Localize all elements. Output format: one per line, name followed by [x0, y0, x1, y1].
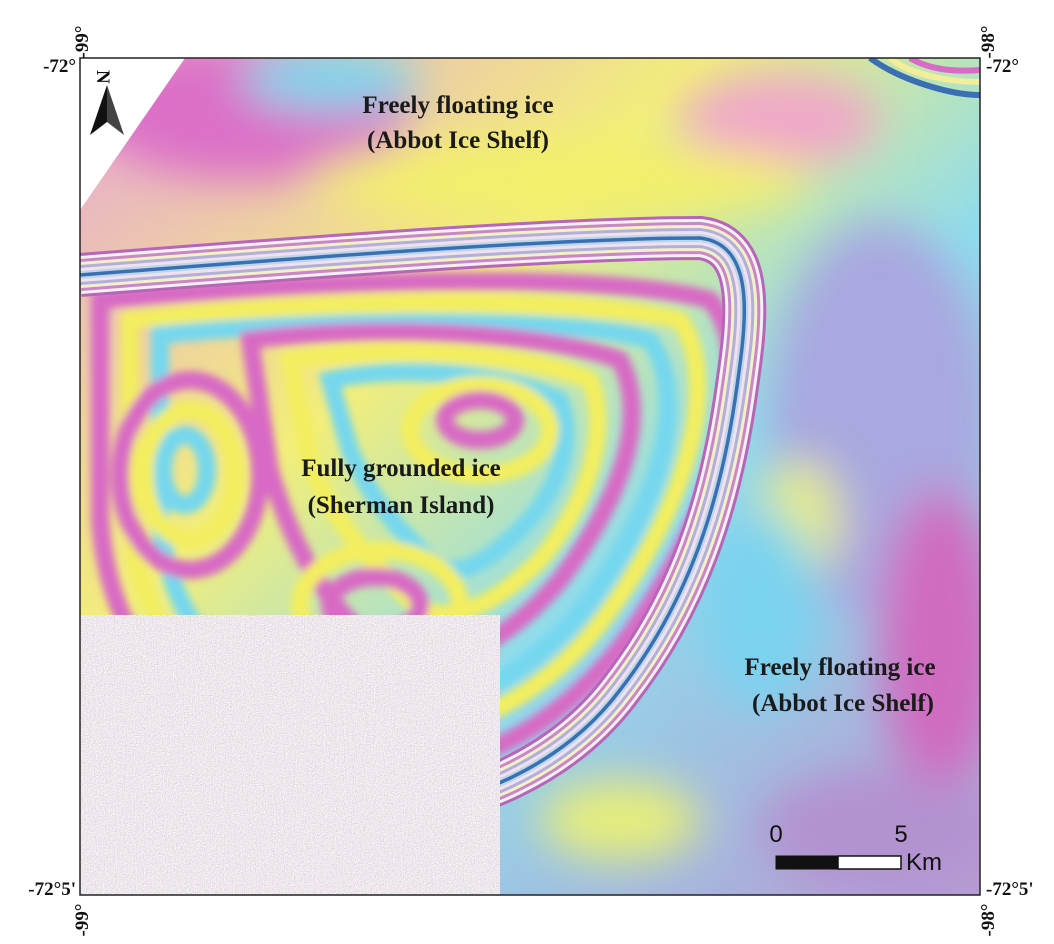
map-figure: N -99° -98° -99° -98° -72° -72° -72°5' -…: [0, 0, 1054, 944]
lon-label: -99°: [72, 26, 93, 59]
lat-label: -72°: [986, 56, 1019, 77]
annotation: (Sherman Island): [308, 492, 495, 519]
lat-label: -72°5': [28, 879, 76, 900]
scale-unit: Km: [906, 849, 942, 876]
scale-label: 5: [894, 821, 907, 848]
scale-label: 0: [769, 821, 782, 848]
lat-label: -72°: [43, 56, 76, 77]
annotation: (Abbot Ice Shelf): [367, 127, 549, 154]
lat-label: -72°5': [986, 879, 1034, 900]
north-label: N: [92, 70, 113, 84]
annotation: Freely floating ice: [362, 92, 553, 119]
lon-label: -99°: [72, 904, 93, 937]
annotation: Freely floating ice: [744, 654, 935, 681]
annotation: (Abbot Ice Shelf): [752, 690, 934, 717]
annotation: Fully grounded ice: [301, 455, 501, 482]
interferogram: [80, 40, 1000, 895]
lon-label: -98°: [978, 904, 999, 937]
lon-label: -98°: [978, 26, 999, 59]
